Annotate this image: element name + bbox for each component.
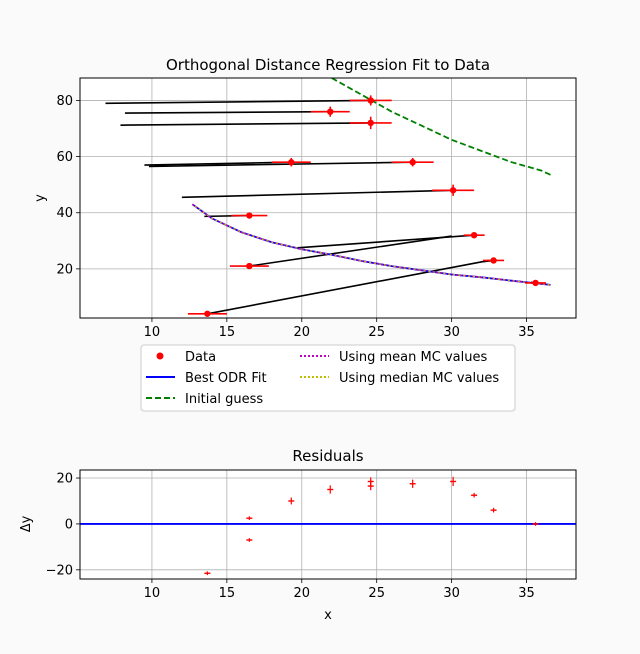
deviation-line: [249, 235, 452, 267]
residuals-x-tick-label: 25: [368, 586, 385, 601]
main-title: Orthogonal Distance Regression Fit to Da…: [166, 56, 490, 74]
legend-data-marker: [156, 352, 164, 360]
residuals-points: [204, 476, 539, 576]
residuals-x-ticks: 10 15 20 25 30 35: [144, 579, 535, 601]
legend-label-initial-guess: Initial guess: [185, 392, 263, 407]
residuals-x-tick-label: 35: [518, 586, 535, 601]
data-point: [490, 257, 497, 264]
main-x-tick-label: 20: [294, 325, 311, 340]
main-x-tick-label: 10: [144, 325, 161, 340]
data-point: [367, 97, 374, 104]
mean-mc-curve: [191, 203, 551, 286]
deviation-line: [120, 122, 371, 126]
data-point: [246, 212, 253, 219]
legend-label-best-fit: Best ODR Fit: [185, 371, 267, 386]
legend-label-median-mc: Using median MC values: [339, 371, 499, 386]
residuals-x-tick-label: 15: [219, 586, 236, 601]
legend-entry-median-mc: Using median MC values: [300, 371, 499, 386]
deviation-line: [207, 259, 490, 315]
deviation-line: [181, 189, 454, 199]
data-point: [367, 119, 374, 127]
data-point: [470, 231, 478, 239]
residuals-y-tick-label: −20: [46, 563, 73, 578]
main-y-axis-label: y: [33, 194, 48, 202]
main-y-ticks: 20 40 60 80: [56, 94, 80, 277]
main-x-tick-label: 35: [518, 325, 535, 340]
main-y-tick-label: 80: [56, 94, 73, 109]
legend-label-mean-mc: Using mean MC values: [339, 350, 487, 365]
data-point: [327, 108, 334, 115]
residuals-y-ticks: −20 0 20: [46, 472, 80, 578]
data-point: [532, 279, 539, 287]
data-point: [409, 159, 416, 166]
residuals-x-tick-label: 10: [144, 586, 161, 601]
residuals-title: Residuals: [292, 447, 363, 465]
legend: Data Best ODR Fit Initial guess Using me…: [140, 344, 516, 412]
residuals-x-tick-label: 30: [443, 586, 460, 601]
data-point: [246, 262, 253, 270]
deviation-line: [124, 110, 331, 114]
legend-entry-initial-guess: Initial guess: [146, 392, 263, 407]
main-deviation-lines: [105, 99, 536, 315]
residuals-x-axis-label: x: [324, 608, 332, 623]
legend-entry-best-fit: Best ODR Fit: [146, 371, 267, 386]
main-data-points: [187, 95, 547, 317]
main-plot: 10 15 20 25 30 35 20 40 60 80 Orthogonal Distanc…: [33, 56, 577, 340]
main-x-tick-label: 30: [443, 325, 460, 340]
residuals-plot: 10 15 20 25 30 35 −20 0 20 Residuals x Δy: [19, 447, 577, 623]
main-x-tick-label: 25: [368, 325, 385, 340]
deviation-line: [144, 161, 292, 166]
deviation-line: [105, 99, 371, 105]
main-y-tick-label: 40: [56, 206, 73, 221]
legend-label-data: Data: [185, 350, 216, 365]
main-y-tick-label: 60: [56, 150, 73, 165]
legend-entry-data: Data: [156, 350, 216, 365]
main-plot-frame: [79, 77, 577, 319]
main-x-tick-label: 15: [219, 325, 236, 340]
deviation-line: [148, 161, 413, 168]
residuals-y-tick-label: 0: [65, 517, 73, 532]
data-point: [288, 159, 295, 166]
residuals-y-axis-label: Δy: [19, 515, 34, 532]
main-plot-area: [80, 78, 576, 318]
legend-entry-mean-mc: Using mean MC values: [300, 350, 487, 365]
deviation-line: [297, 234, 475, 249]
main-x-ticks: 10 15 20 25 30 35: [144, 318, 535, 340]
main-y-tick-label: 20: [56, 262, 73, 277]
residuals-x-tick-label: 20: [294, 586, 311, 601]
residuals-y-tick-label: 20: [56, 472, 73, 487]
data-point: [204, 310, 211, 317]
data-point: [449, 187, 457, 194]
residuals-plot-frame: [79, 469, 577, 580]
